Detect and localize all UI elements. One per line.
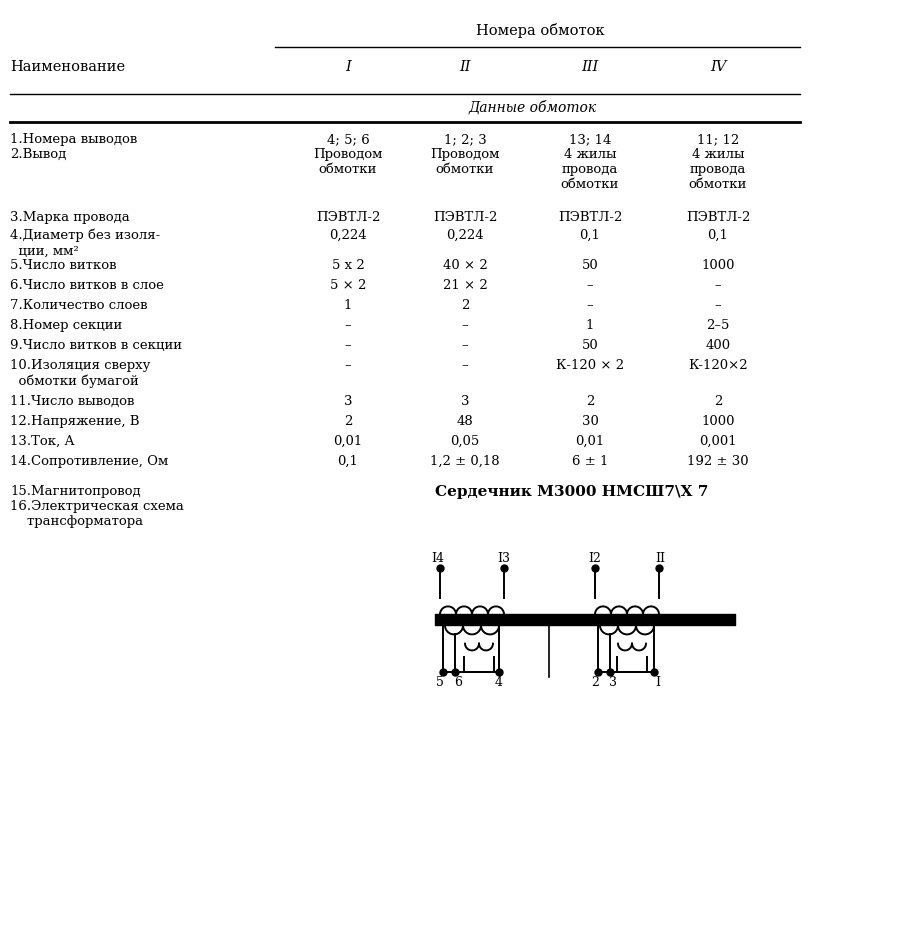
Text: 3: 3 <box>461 395 469 408</box>
Text: 48: 48 <box>456 415 474 428</box>
Text: –: – <box>462 359 468 372</box>
Text: 2: 2 <box>586 395 594 408</box>
Text: –: – <box>462 338 468 352</box>
Text: –: – <box>344 319 352 332</box>
Text: I: I <box>345 61 351 74</box>
Text: 13; 14
4 жилы
провода
обмотки: 13; 14 4 жилы провода обмотки <box>561 133 619 191</box>
Text: 2: 2 <box>714 395 722 408</box>
Text: 0,1: 0,1 <box>338 455 358 468</box>
Text: 12.Напряжение, В: 12.Напряжение, В <box>10 415 140 428</box>
Text: 6 ± 1: 6 ± 1 <box>572 455 609 468</box>
Text: I2: I2 <box>588 553 601 566</box>
Text: ПЭВТЛ-2: ПЭВТЛ-2 <box>432 211 498 223</box>
Text: –: – <box>344 359 352 372</box>
Text: ПЭВТЛ-2: ПЭВТЛ-2 <box>686 211 750 223</box>
Text: –: – <box>344 338 352 352</box>
Text: 15.Магнитопровод
16.Электрическая схема
    трансформатора: 15.Магнитопровод 16.Электрическая схема … <box>10 485 184 528</box>
Text: 11; 12
4 жилы
провода
обмотки: 11; 12 4 жилы провода обмотки <box>688 133 747 191</box>
Text: –: – <box>715 299 722 312</box>
Text: 6: 6 <box>454 676 462 689</box>
Text: 2: 2 <box>591 676 599 689</box>
Text: К-120 × 2: К-120 × 2 <box>556 359 624 372</box>
Text: 50: 50 <box>582 259 599 272</box>
Text: 4; 5; 6
Проводом
обмотки: 4; 5; 6 Проводом обмотки <box>313 133 383 176</box>
Text: 0,1: 0,1 <box>708 229 729 242</box>
Text: 1: 1 <box>586 319 594 332</box>
Text: I3: I3 <box>498 553 510 566</box>
Text: 4: 4 <box>495 676 503 689</box>
Text: 5.Число витков: 5.Число витков <box>10 259 117 272</box>
Text: 5: 5 <box>436 676 444 689</box>
Text: I: I <box>655 676 660 689</box>
Text: Сердечник М3000 НМСШ7\X 7: Сердечник М3000 НМСШ7\X 7 <box>435 485 709 499</box>
Text: 1,2 ± 0,18: 1,2 ± 0,18 <box>431 455 499 468</box>
Text: 0,1: 0,1 <box>579 229 600 242</box>
Text: 0,01: 0,01 <box>576 435 605 448</box>
Text: 7.Количество слоев: 7.Количество слоев <box>10 299 148 312</box>
Text: К-120×2: К-120×2 <box>688 359 748 372</box>
Text: 2–5: 2–5 <box>706 319 730 332</box>
Text: Наименование: Наименование <box>10 61 125 74</box>
Text: 50: 50 <box>582 338 599 352</box>
Text: 1; 2; 3
Проводом
обмотки: 1; 2; 3 Проводом обмотки <box>431 133 499 176</box>
Text: 40 × 2: 40 × 2 <box>442 259 487 272</box>
Text: 1000: 1000 <box>701 415 734 428</box>
Text: 11.Число выводов: 11.Число выводов <box>10 395 134 408</box>
Text: 2: 2 <box>461 299 469 312</box>
Text: Номера обмоток: Номера обмоток <box>476 23 604 38</box>
Text: 4.Диаметр без изоля-
  ции, мм²: 4.Диаметр без изоля- ции, мм² <box>10 229 161 257</box>
Text: IV: IV <box>710 61 726 74</box>
Text: 400: 400 <box>705 338 731 352</box>
Text: ПЭВТЛ-2: ПЭВТЛ-2 <box>316 211 380 223</box>
Text: 1.Номера выводов
2.Вывод: 1.Номера выводов 2.Вывод <box>10 133 138 161</box>
Text: –: – <box>462 319 468 332</box>
Text: Данные обмоток: Данные обмоток <box>469 100 597 115</box>
Text: 0,224: 0,224 <box>446 229 484 242</box>
Text: 2: 2 <box>344 415 353 428</box>
Text: 6.Число витков в слое: 6.Число витков в слое <box>10 279 164 292</box>
Text: 0,01: 0,01 <box>333 435 363 448</box>
Text: I4: I4 <box>431 553 444 566</box>
Text: 3: 3 <box>609 676 617 689</box>
Text: 14.Сопротивление, Ом: 14.Сопротивление, Ом <box>10 455 168 468</box>
Text: 9.Число витков в секции: 9.Число витков в секции <box>10 338 182 352</box>
Text: 0,001: 0,001 <box>700 435 737 448</box>
Text: 192 ± 30: 192 ± 30 <box>688 455 749 468</box>
Text: 13.Ток, А: 13.Ток, А <box>10 435 74 448</box>
Text: 1: 1 <box>344 299 353 312</box>
Text: II: II <box>459 61 471 74</box>
Text: 0,05: 0,05 <box>451 435 479 448</box>
Text: III: III <box>581 61 599 74</box>
Text: 30: 30 <box>582 415 599 428</box>
Text: –: – <box>587 299 593 312</box>
Text: ПЭВТЛ-2: ПЭВТЛ-2 <box>558 211 622 223</box>
Text: –: – <box>587 279 593 292</box>
Text: II: II <box>655 553 665 566</box>
Text: 21 × 2: 21 × 2 <box>442 279 487 292</box>
Text: 5 × 2: 5 × 2 <box>330 279 366 292</box>
Text: –: – <box>715 279 722 292</box>
Text: 3.Марка провода: 3.Марка провода <box>10 211 129 223</box>
Text: 8.Номер секции: 8.Номер секции <box>10 319 122 332</box>
Text: 1000: 1000 <box>701 259 734 272</box>
Text: 10.Изоляция сверху
  обмотки бумагой: 10.Изоляция сверху обмотки бумагой <box>10 359 151 387</box>
Text: 0,224: 0,224 <box>330 229 367 242</box>
Text: 3: 3 <box>343 395 353 408</box>
Text: 5 х 2: 5 х 2 <box>331 259 364 272</box>
